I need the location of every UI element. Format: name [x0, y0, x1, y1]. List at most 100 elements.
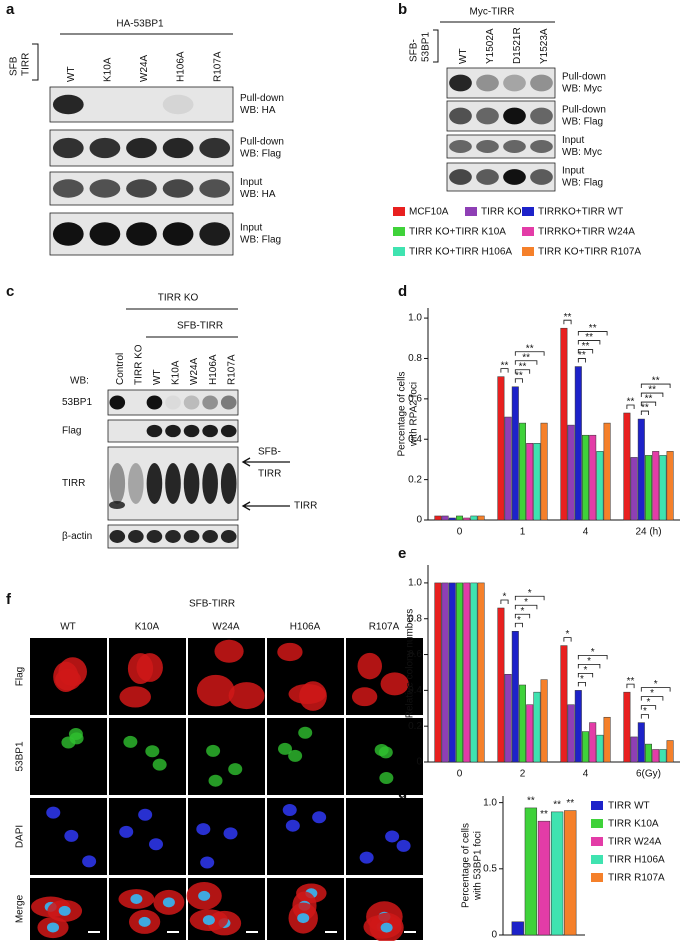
side-label: SFB- [409, 39, 420, 62]
nucleus [285, 819, 300, 832]
bar [497, 607, 505, 763]
blot-band [449, 107, 472, 125]
x-tick-label: 24 (h) [635, 527, 661, 538]
legend-label: TIRR W24A [608, 837, 662, 848]
row-label: WB: Myc [562, 84, 602, 95]
row-label: 53BP1 [15, 741, 26, 771]
lane-label: Y1523A [539, 28, 550, 64]
legend-swatch [591, 855, 603, 864]
y-tick-label: 0.8 [408, 613, 422, 624]
arrow-label: SFB- [258, 447, 281, 458]
bar [477, 515, 485, 521]
nucleus [123, 735, 138, 748]
row-label: WB: Flag [562, 178, 603, 189]
nucleus [196, 823, 211, 836]
bar [540, 679, 548, 763]
bar [623, 412, 631, 521]
bar [666, 740, 674, 763]
row-label: Pull-down [240, 93, 284, 104]
blot-band [503, 169, 526, 185]
blot-band [183, 530, 200, 543]
micrograph [109, 718, 186, 795]
lane-label: TIRR KO [133, 344, 144, 385]
lane-label: WT [152, 369, 163, 385]
micrograph [188, 718, 265, 795]
cell [214, 639, 244, 663]
bar [637, 418, 645, 521]
legend-label: MCF10A [409, 207, 449, 218]
micrograph [267, 798, 344, 875]
significance: * [528, 588, 532, 599]
bracket [577, 663, 601, 669]
panel-label: d [398, 283, 407, 300]
bar [659, 455, 667, 521]
bar [533, 691, 541, 763]
blot-strip [446, 134, 556, 159]
legend-label: TIRRKO+TIRR WT [538, 207, 623, 218]
cell [196, 674, 235, 707]
blot-band [109, 463, 126, 504]
bar [540, 422, 548, 521]
row-label: WB: Flag [240, 149, 281, 160]
bar [582, 434, 589, 521]
blot-band [162, 222, 194, 246]
blot-band [126, 137, 157, 159]
row-label: TIRR [62, 478, 85, 489]
bar [589, 722, 597, 763]
legend-swatch [393, 247, 405, 256]
blot-band [52, 137, 84, 159]
blot-band [165, 463, 181, 504]
blot-band [202, 530, 218, 543]
y-tick-label: 0.5 [483, 863, 497, 874]
bracket [514, 622, 523, 628]
blot-band [530, 169, 553, 185]
nucleus [278, 742, 293, 755]
nucleus [208, 774, 223, 787]
y-tick-label: 0.6 [408, 649, 422, 660]
bracket [500, 599, 509, 604]
blot-band [109, 530, 126, 543]
bracket [514, 595, 545, 601]
bar [645, 455, 652, 521]
y-axis-label: Percentage of cells [461, 823, 472, 908]
nucleus [359, 851, 374, 864]
legend-label: TIRRKO+TIRR W24A [538, 227, 635, 238]
significance: ** [585, 332, 593, 343]
row-label: WB: Flag [240, 235, 281, 246]
blot-band [146, 395, 163, 410]
nucleus [378, 746, 393, 759]
blot-subheader: SFB-TIRR [177, 321, 223, 332]
blot-band [449, 169, 472, 185]
arrow-label: TIRR [258, 469, 281, 480]
significance: ** [519, 361, 527, 372]
lane-label: W24A [189, 357, 200, 385]
blot-strip [107, 389, 239, 416]
bar [470, 582, 478, 763]
bar [574, 366, 582, 521]
bar [511, 921, 524, 936]
legend-label: TIRR H106A [608, 855, 665, 866]
significance: * [566, 629, 570, 640]
nucleus [145, 745, 160, 758]
legend-swatch [591, 801, 603, 810]
y-tick-label: 1.0 [483, 797, 497, 808]
x-tick-label: 0 [457, 769, 463, 780]
x-tick-label: 6(Gy) [636, 769, 661, 780]
lane-label: WT [458, 48, 469, 64]
bar [434, 582, 442, 763]
cell [357, 652, 382, 680]
bar [526, 704, 534, 763]
blot-band [476, 74, 499, 92]
bar [463, 517, 471, 521]
lane-label: R107A [212, 51, 223, 82]
significance: * [503, 592, 507, 603]
blot-band [503, 140, 526, 153]
bar [652, 749, 660, 763]
legend-label: TIRR K10A [608, 819, 659, 830]
blot-band [503, 107, 526, 125]
significance: * [517, 615, 521, 626]
row-label: Flag [15, 667, 26, 686]
nucleus [298, 726, 313, 739]
blot-band [162, 94, 194, 115]
bar [511, 631, 519, 763]
